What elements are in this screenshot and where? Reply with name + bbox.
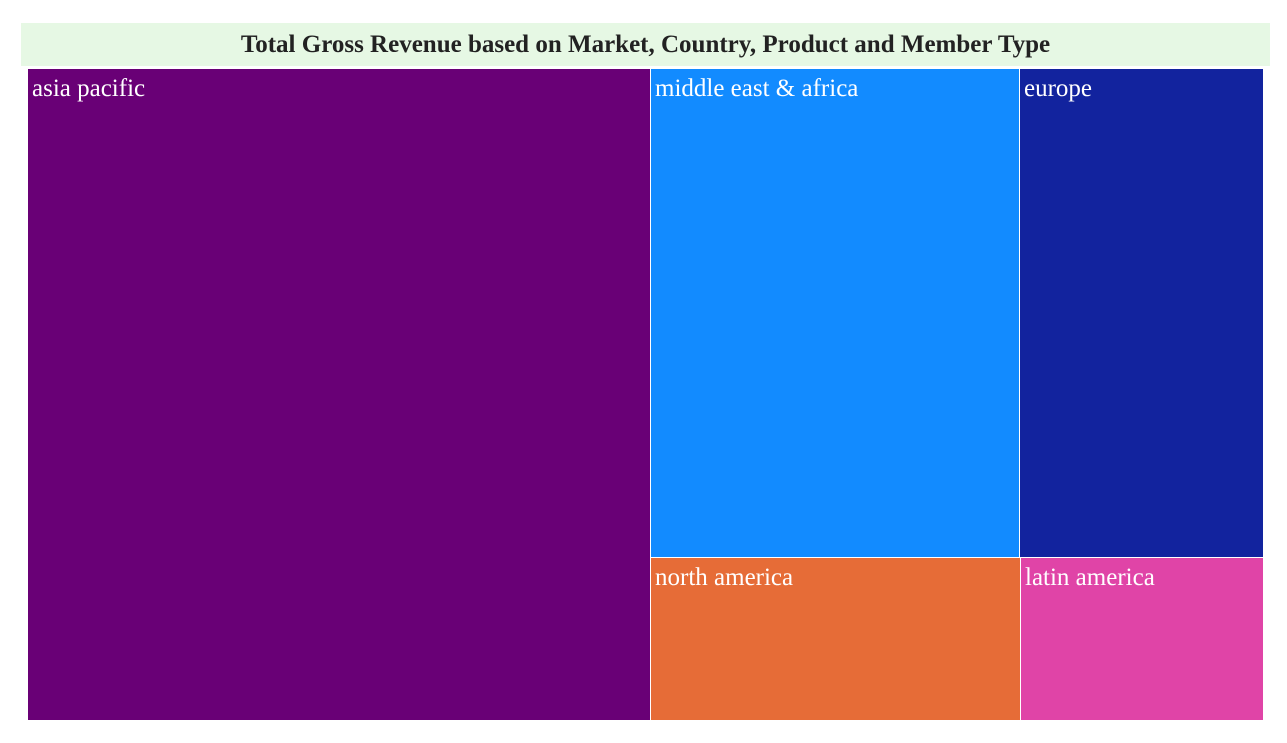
tile-middle-east-africa[interactable]: middle east & africa: [650, 68, 1020, 558]
tile-label-latin-america: latin america: [1025, 564, 1155, 591]
tile-label-north-america: north america: [655, 564, 794, 591]
tile-label-europe: europe: [1024, 75, 1093, 102]
chart-title-bar: Total Gross Revenue based on Market, Cou…: [21, 23, 1270, 66]
tile-north-america[interactable]: north america: [650, 557, 1021, 721]
tile-label-asia-pacific: asia pacific: [32, 75, 146, 102]
tile-latin-america[interactable]: latin america: [1020, 557, 1264, 721]
chart-title: Total Gross Revenue based on Market, Cou…: [240, 30, 1051, 58]
tile-europe[interactable]: europe: [1019, 68, 1264, 558]
tile-asia-pacific[interactable]: asia pacific: [27, 68, 651, 721]
treemap-area: asia pacific middle east & africa europe…: [27, 68, 1264, 721]
tile-label-middle-east-africa: middle east & africa: [655, 75, 859, 102]
